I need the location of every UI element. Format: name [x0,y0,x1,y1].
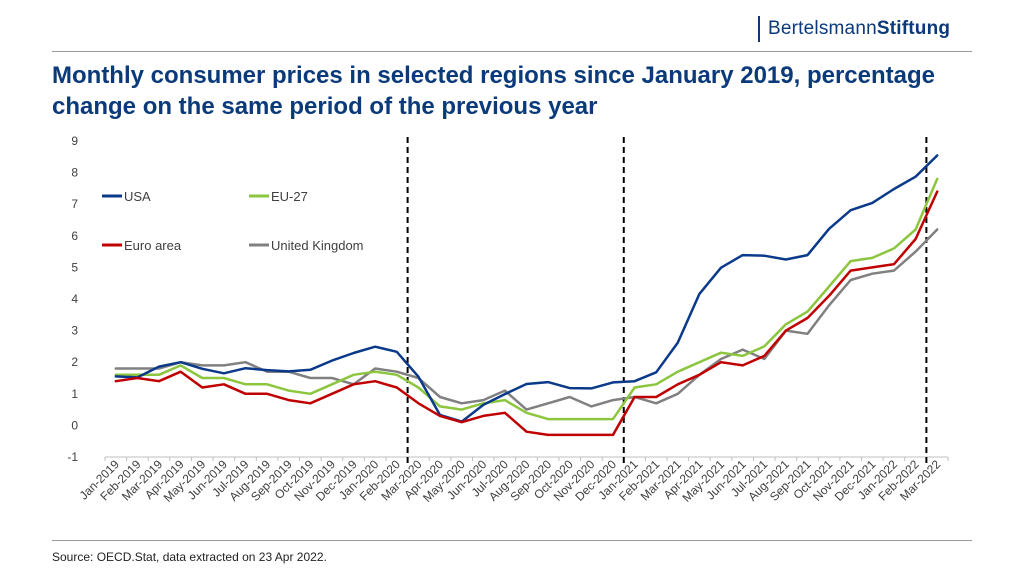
y-tick-label: 8 [71,166,78,180]
y-tick-label: 7 [71,197,78,211]
header-divider [52,51,972,52]
series-line-usa [114,154,939,423]
source-note: Source: OECD.Stat, data extracted on 23 … [52,550,327,564]
y-tick-label: 5 [71,260,78,274]
y-tick-label: -1 [67,450,78,464]
brand-name: BertelsmannStiftung [768,18,950,40]
legend-label-euro-area: Euro area [124,238,182,253]
brand-name-light: Bertelsmann [768,18,877,39]
legend-label-eu-27: EU-27 [271,189,308,204]
series-line-united-kingdom [114,228,939,411]
legend-label-united-kingdom: United Kingdom [271,238,364,253]
series-line-euro-area [114,190,939,437]
series-line-eu-27 [114,177,939,421]
y-tick-label: 0 [71,418,78,432]
y-tick-label: 1 [71,387,78,401]
y-tick-label: 6 [71,229,78,243]
footer-divider [52,540,972,541]
y-tick-label: 9 [71,134,78,148]
brand-divider [758,16,760,42]
chart-title: Monthly consumer prices in selected regi… [52,62,936,120]
y-tick-label: 2 [71,355,78,369]
y-tick-label: 3 [71,324,78,338]
legend-label-usa: USA [124,189,151,204]
y-tick-label: 4 [71,292,78,306]
brand-logo: BertelsmannStiftung [758,14,950,44]
brand-name-bold: Stiftung [876,18,951,39]
line-chart: -10123456789Jan-2019Feb-2019Mar-2019Apr-… [67,134,949,505]
